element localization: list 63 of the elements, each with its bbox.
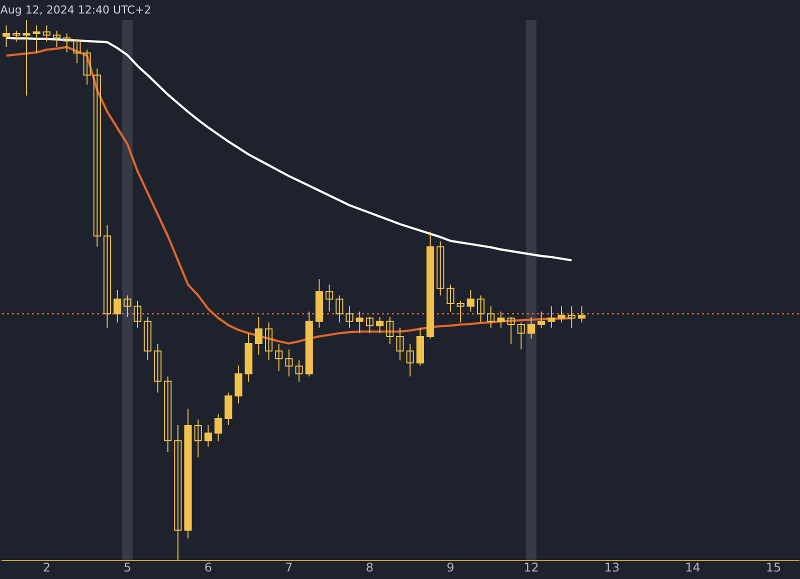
candlestick xyxy=(52,30,61,48)
candlestick xyxy=(406,344,414,377)
candlestick xyxy=(527,316,536,340)
candlestick xyxy=(214,414,222,442)
candlestick xyxy=(275,344,283,372)
candlestick xyxy=(63,33,71,53)
candlestick xyxy=(456,300,464,323)
candlestick xyxy=(12,30,20,42)
candlestick xyxy=(548,306,556,328)
candlestick xyxy=(336,294,344,323)
x-tick-label: 15 xyxy=(766,560,782,574)
candlestick xyxy=(174,424,182,560)
candlestick xyxy=(103,224,112,328)
candlestick xyxy=(154,344,162,394)
x-tick-label: 9 xyxy=(446,560,454,574)
candlestick xyxy=(93,68,101,248)
candlestick xyxy=(558,306,566,323)
candlestick xyxy=(326,284,334,312)
text: Aug 12, 2024 12:40 UTC+2 xyxy=(0,4,152,16)
candlestick xyxy=(446,284,454,312)
x-tick-label: 14 xyxy=(685,560,700,574)
candlestick xyxy=(366,316,374,334)
candlestick xyxy=(144,316,152,361)
candlestick xyxy=(124,294,132,318)
candlestick xyxy=(42,24,50,42)
candlestick xyxy=(295,360,303,382)
candlestick xyxy=(32,24,40,53)
candlestick xyxy=(114,290,122,323)
candlestick xyxy=(568,306,576,328)
x-tick-label: 7 xyxy=(285,560,293,574)
candlestick xyxy=(507,316,515,344)
candlestick xyxy=(224,392,232,426)
candlestick xyxy=(194,419,202,458)
candlestick xyxy=(346,306,354,328)
candlestick xyxy=(466,290,474,312)
x-tick-label: 2 xyxy=(42,560,50,574)
candlestick xyxy=(285,348,293,377)
x-tick-label: 8 xyxy=(366,560,374,574)
x-tick-label: 12 xyxy=(524,560,539,574)
candlestick xyxy=(436,240,444,296)
candlestick xyxy=(396,327,404,361)
candlestick xyxy=(164,376,172,452)
x-tick-label: 13 xyxy=(604,560,620,574)
candlestick xyxy=(497,311,505,328)
candlestick xyxy=(2,24,10,48)
candlestick xyxy=(538,311,546,328)
candlestick xyxy=(254,316,262,356)
candlestick xyxy=(73,38,81,64)
candlestick xyxy=(476,294,485,323)
candlestick xyxy=(264,322,273,361)
candlestick xyxy=(517,322,525,350)
x-tick-label: 6 xyxy=(204,560,212,574)
candlestick xyxy=(578,306,586,323)
candlestick xyxy=(22,20,30,96)
candlestick xyxy=(487,306,495,328)
candlestick xyxy=(386,316,394,344)
candlestick xyxy=(376,316,384,334)
candlestick xyxy=(83,49,91,86)
candlestick xyxy=(356,311,364,334)
candlestick xyxy=(234,365,242,404)
candlestick xyxy=(204,424,212,448)
x-tick-label: 5 xyxy=(124,560,132,574)
candlestick xyxy=(134,300,142,328)
